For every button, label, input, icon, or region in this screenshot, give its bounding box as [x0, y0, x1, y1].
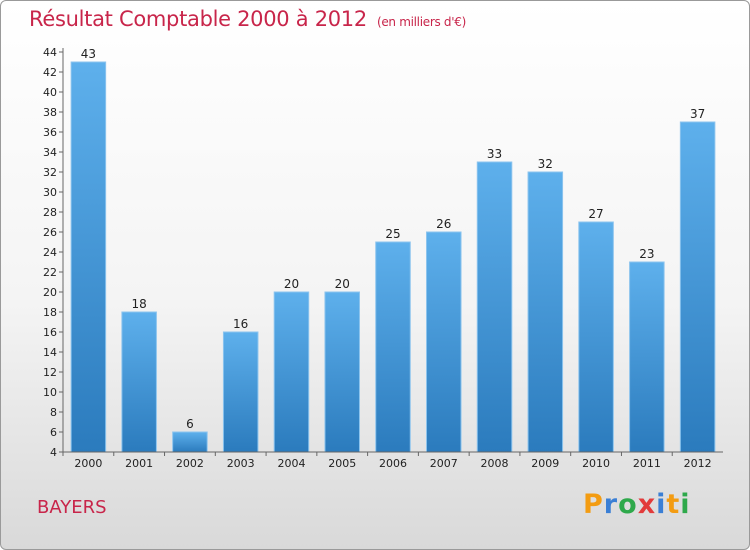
chart-title-text: Résultat Comptable 2000 à 2012	[29, 7, 367, 31]
x-tick-label: 2008	[481, 457, 509, 470]
axes-group: 2000 2001 2002 2003 2004 2005 2006 2007 2008 2009…	[43, 46, 723, 470]
bar-2001	[121, 311, 157, 453]
y-tick-label: 8	[50, 406, 57, 419]
bar-2003	[222, 331, 259, 453]
x-tick-label: 2010	[582, 457, 610, 470]
y-tick-label: 40	[43, 86, 57, 99]
x-tick-label: 2003	[227, 457, 255, 470]
bar-2000	[70, 61, 107, 453]
bar-value-label: 43	[81, 47, 96, 61]
logo-letter: x	[637, 489, 657, 520]
town-name: BAYERS	[37, 497, 107, 518]
x-tick-label: 2001	[125, 457, 153, 470]
bar-2012	[679, 121, 716, 453]
y-tick-label: 30	[43, 186, 57, 199]
bar-2005	[324, 291, 360, 453]
bar-value-label: 20	[335, 277, 350, 291]
x-tick-label: 2012	[684, 457, 712, 470]
proxiti-logo: Proxiti	[583, 489, 691, 520]
bar-2002	[172, 431, 208, 453]
y-tick-label: 18	[43, 306, 57, 319]
x-tick-label: 2004	[277, 457, 305, 470]
x-tick-label: 2011	[633, 457, 661, 470]
y-tick-label: 24	[43, 246, 57, 259]
logo-letter: i	[680, 489, 691, 520]
x-tick-label: 2006	[379, 457, 407, 470]
logo-letter: o	[618, 489, 638, 520]
bar-value-label: 20	[284, 277, 299, 291]
bar-2006	[375, 241, 411, 453]
bar-value-label: 23	[639, 247, 654, 261]
y-tick-label: 32	[43, 166, 57, 179]
x-tick-label: 2007	[430, 457, 458, 470]
logo-letter: i	[656, 489, 667, 520]
y-tick-label: 6	[50, 426, 57, 439]
bar-value-label: 6	[186, 417, 194, 431]
bar-2008	[476, 161, 513, 453]
y-tick-label: 36	[43, 126, 57, 139]
chart-subtitle: (en milliers d'€)	[376, 15, 466, 29]
y-tick-label: 44	[43, 46, 57, 59]
y-tick-label: 28	[43, 206, 57, 219]
bars-group: 43 18 6 16 20 20 25 26 33 32 27 23 37	[70, 47, 716, 453]
bar-value-label: 33	[487, 147, 502, 161]
y-tick-label: 42	[43, 66, 57, 79]
logo-letter: P	[583, 489, 604, 520]
bar-value-label: 16	[233, 317, 248, 331]
bar-2010	[578, 221, 614, 453]
bar-value-label: 25	[385, 227, 400, 241]
x-tick-label: 2009	[531, 457, 559, 470]
x-tick-label: 2000	[74, 457, 102, 470]
bar-2009	[527, 171, 564, 453]
y-tick-label: 26	[43, 226, 57, 239]
bar-2004	[273, 291, 310, 453]
x-tick-label: 2002	[176, 457, 204, 470]
y-tick-label: 14	[43, 346, 57, 359]
logo-letter: t	[666, 489, 681, 520]
x-tick-label: 2005	[328, 457, 356, 470]
bar-value-label: 26	[436, 217, 451, 231]
bar-value-label: 18	[132, 297, 147, 311]
y-tick-label: 22	[43, 266, 57, 279]
y-tick-label: 16	[43, 326, 57, 339]
y-tick-label: 12	[43, 366, 57, 379]
chart-title: Résultat Comptable 2000 à 2012 (en millie…	[29, 7, 466, 31]
y-tick-label: 34	[43, 146, 57, 159]
bar-2007	[426, 231, 462, 453]
bar-value-label: 37	[690, 107, 705, 121]
logo-letter: r	[603, 489, 619, 520]
y-tick-label: 38	[43, 106, 57, 119]
bar-value-label: 32	[538, 157, 553, 171]
y-tick-label: 4	[50, 446, 57, 459]
y-tick-label: 20	[43, 286, 57, 299]
y-tick-label: 10	[43, 386, 57, 399]
bar-value-label: 27	[588, 207, 603, 221]
bar-2011	[629, 261, 665, 453]
